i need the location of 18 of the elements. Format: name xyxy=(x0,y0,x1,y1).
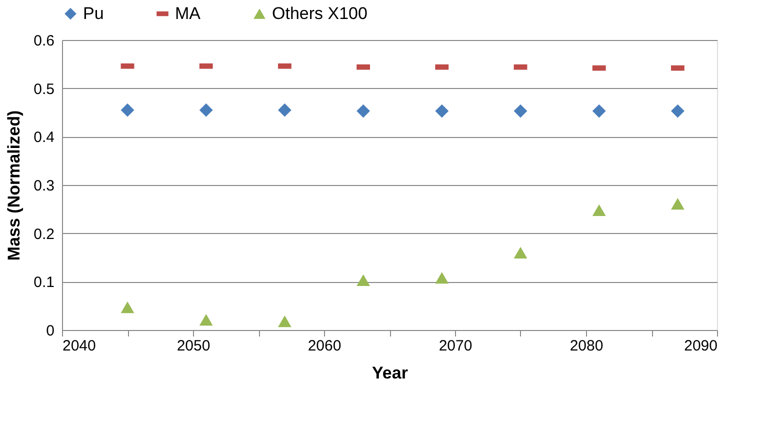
y-axis-title: Mass (Normalized) xyxy=(4,110,24,261)
x-tick-label: 2070 xyxy=(438,338,472,354)
legend-label: MA xyxy=(175,4,202,23)
y-tick-label: 0.4 xyxy=(34,129,54,146)
y-tick-label: 0.5 xyxy=(34,80,54,98)
x-tick-label: 2080 xyxy=(570,338,604,354)
legend-label: Others X100 xyxy=(272,4,368,23)
x-tick-label: 2040 xyxy=(62,338,96,354)
x-tick-label: 2060 xyxy=(308,338,342,354)
y-tick-label: 0.6 xyxy=(34,32,54,50)
x-tick-label: 2050 xyxy=(176,338,210,354)
x-axis-title: Year xyxy=(372,364,408,382)
x-tick-label: 2090 xyxy=(684,338,718,354)
y-tick-label: 0 xyxy=(46,322,54,340)
y-tick-label: 0.3 xyxy=(34,178,54,194)
y-tick-label: 0.1 xyxy=(34,274,54,292)
legend-label: Pu xyxy=(83,4,104,23)
y-tick-label: 0.2 xyxy=(34,226,54,243)
